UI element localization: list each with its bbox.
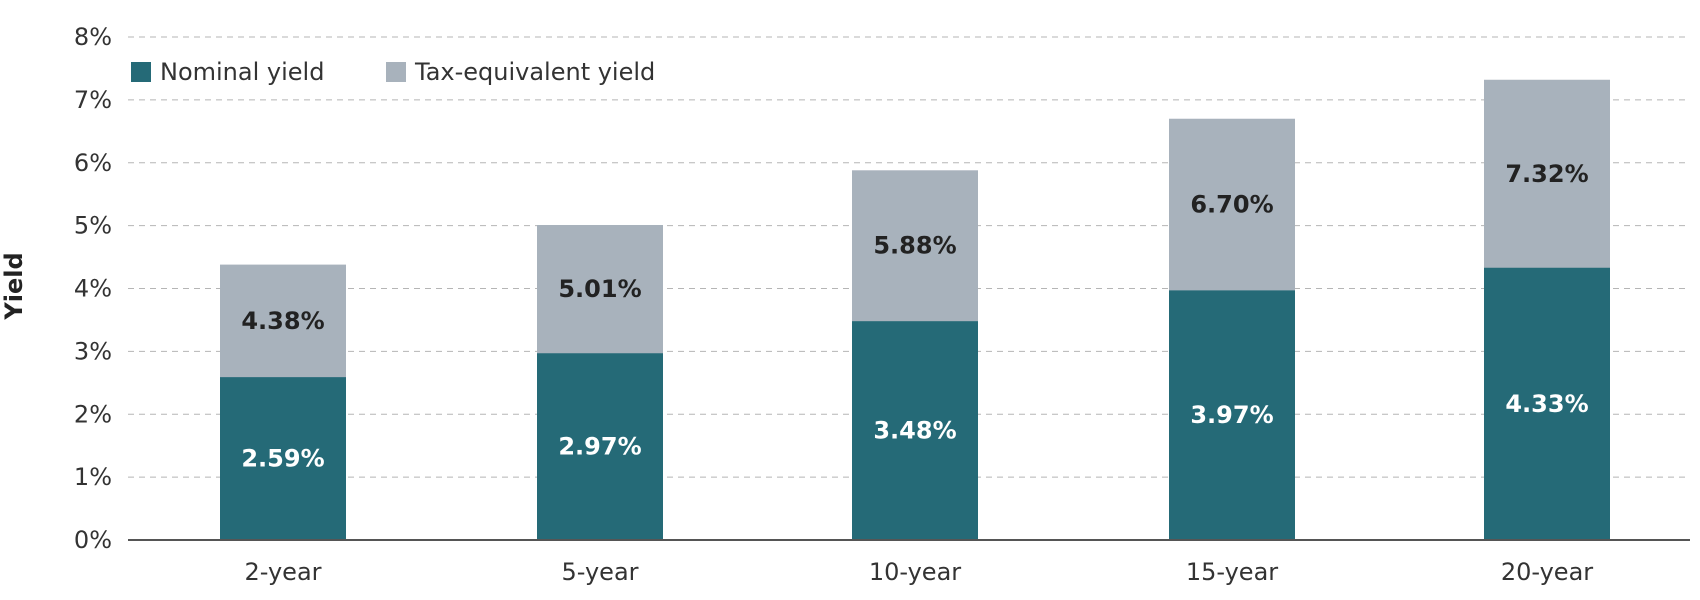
bar-nominal-yield xyxy=(220,377,346,540)
data-label-nominal-yield: 4.33% xyxy=(1505,390,1588,418)
legend-swatch xyxy=(386,62,406,82)
x-tick-label: 5-year xyxy=(561,558,638,586)
legend-label: Tax-equivalent yield xyxy=(414,58,655,86)
data-label-tax-equivalent-yield: 5.88% xyxy=(873,232,956,260)
data-label-tax-equivalent-yield: 6.70% xyxy=(1190,191,1273,219)
bar-nominal-yield xyxy=(537,353,663,540)
legend: Nominal yield Tax-equivalent yield xyxy=(131,58,655,86)
y-tick-label: 1% xyxy=(74,463,112,491)
x-tick-label: 15-year xyxy=(1186,558,1278,586)
data-label-tax-equivalent-yield: 7.32% xyxy=(1505,160,1588,188)
data-label-nominal-yield: 2.59% xyxy=(241,445,324,473)
x-tick-label: 10-year xyxy=(869,558,961,586)
data-label-nominal-yield: 3.97% xyxy=(1190,401,1273,429)
y-tick-label: 2% xyxy=(74,400,112,428)
x-tick-label: 2-year xyxy=(244,558,321,586)
data-label-tax-equivalent-yield: 4.38% xyxy=(241,307,324,335)
y-tick-label: 0% xyxy=(74,526,112,554)
y-tick-label: 7% xyxy=(74,86,112,114)
x-tick-label: 20-year xyxy=(1501,558,1593,586)
bars-layer xyxy=(220,79,1610,541)
data-label-nominal-yield: 3.48% xyxy=(873,417,956,445)
y-tick-label: 3% xyxy=(74,337,112,365)
y-tick-label: 4% xyxy=(74,275,112,303)
y-axis-ticks: 0% 1% 2% 3% 4% 5% 6% 7% 8% xyxy=(74,23,112,554)
bar-nominal-yield xyxy=(1484,267,1610,540)
legend-label: Nominal yield xyxy=(160,58,324,86)
y-tick-label: 8% xyxy=(74,23,112,51)
bar-nominal-yield xyxy=(1169,290,1295,540)
y-tick-label: 5% xyxy=(74,212,112,240)
data-label-nominal-yield: 2.97% xyxy=(558,433,641,461)
y-tick-label: 6% xyxy=(74,149,112,177)
data-label-tax-equivalent-yield: 5.01% xyxy=(558,275,641,303)
x-axis-ticks: 2-year 5-year 10-year 15-year 20-year xyxy=(244,558,1593,586)
data-labels-layer: 4.38% 2.59% 5.01% 2.97% 5.88% 3.48% 6.70% 3.97%… xyxy=(241,160,1588,473)
y-axis-title: Yield xyxy=(0,252,28,320)
bar-nominal-yield xyxy=(852,321,978,540)
legend-swatch xyxy=(131,62,151,82)
